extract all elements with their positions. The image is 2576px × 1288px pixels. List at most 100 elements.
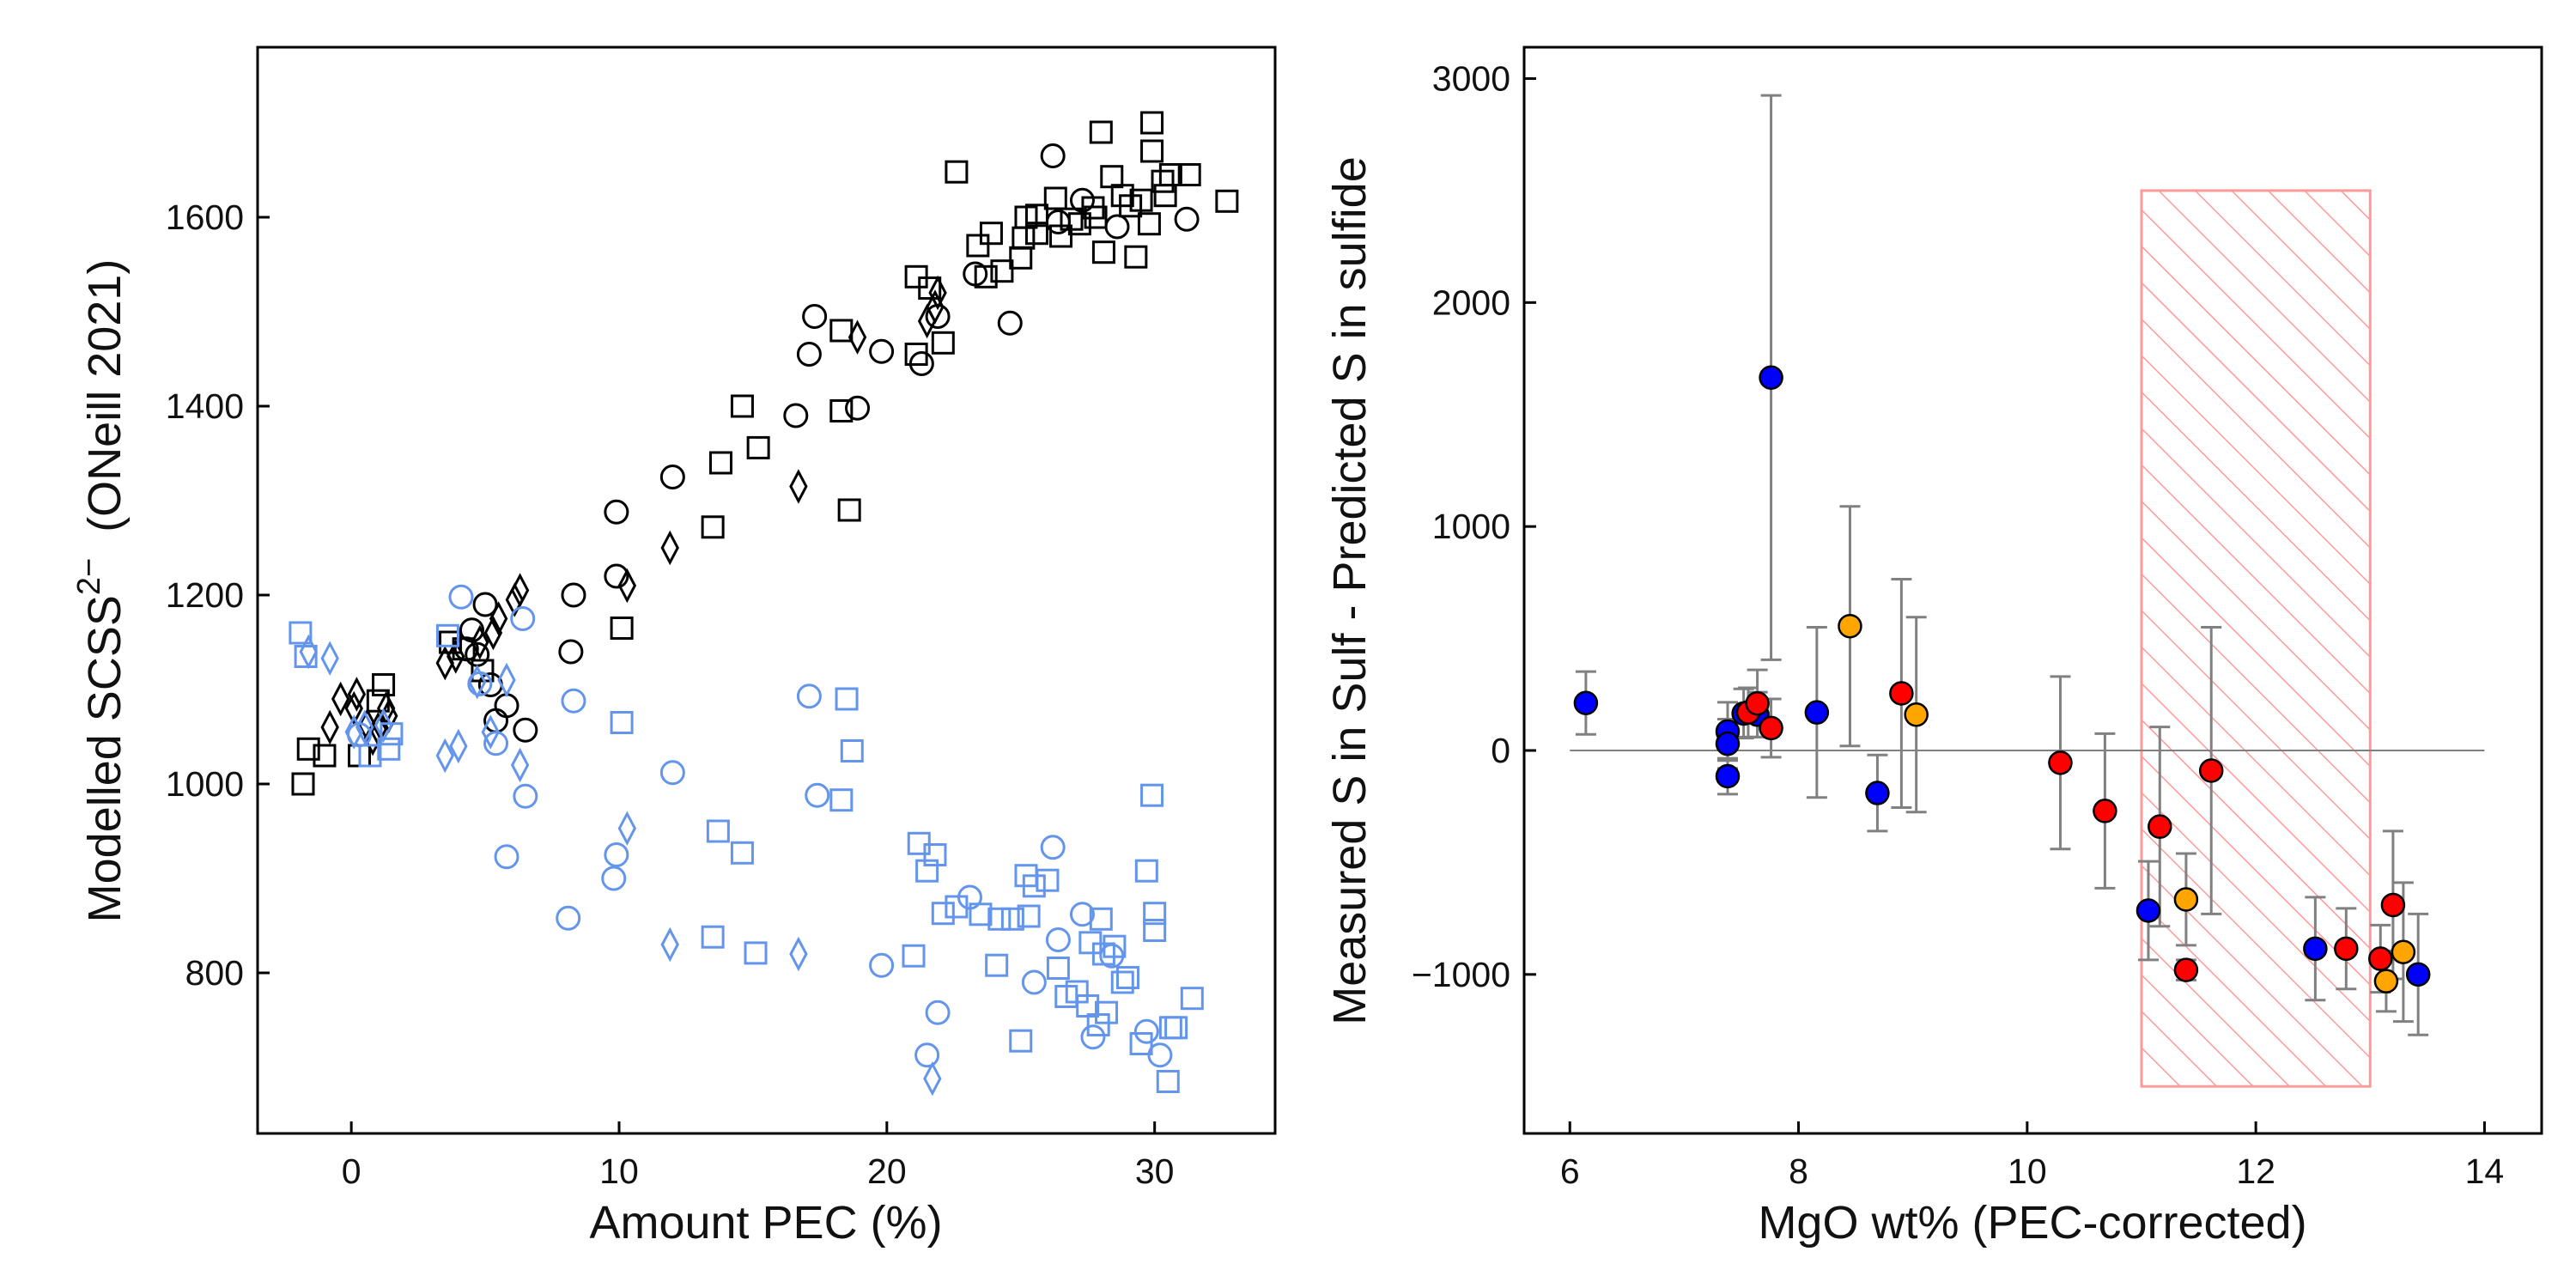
data-point-square-black	[979, 222, 1003, 246]
left-x-tick-label: 20	[867, 1151, 907, 1191]
data-point-square-black	[1089, 120, 1113, 144]
data-point-square-black	[471, 659, 495, 683]
data-point-circle-black	[908, 351, 934, 376]
data-point-square-black	[1177, 163, 1201, 186]
right-x-tick-label: 10	[2008, 1151, 2047, 1191]
left-y-axis-label: Modelled SCSS2− (ONeill 2021)	[71, 259, 131, 923]
data-point-blue	[1573, 690, 1599, 715]
data-point-circle-black	[997, 310, 1023, 336]
data-point-square-black	[931, 331, 955, 355]
data-point-orange	[1904, 702, 1929, 727]
data-point-square-black	[1129, 188, 1153, 212]
data-point-circle-black	[1045, 210, 1071, 234]
data-point-square-black	[1137, 212, 1161, 236]
data-point-square-black	[291, 772, 315, 796]
data-point-diamond-light-blue	[617, 811, 637, 846]
data-point-square-light-blue	[1089, 907, 1113, 931]
data-point-red	[2148, 814, 2172, 839]
data-point-circle-black	[783, 403, 809, 428]
data-point-diamond-black	[347, 677, 367, 712]
data-point-square-black	[1024, 204, 1048, 228]
data-point-circle-black	[513, 717, 538, 743]
data-point-orange	[2373, 969, 2399, 993]
data-point-square-light-blue	[1115, 966, 1139, 989]
data-point-square-light-blue	[1046, 957, 1070, 980]
data-point-circle-black	[1104, 214, 1130, 240]
data-point-diamond-black	[660, 530, 679, 566]
left-x-axis-label: Amount PEC (%)	[589, 1197, 942, 1249]
data-point-circle-light-blue	[659, 760, 685, 786]
data-point-square-light-blue	[840, 739, 864, 762]
data-point-square-light-blue	[829, 788, 854, 812]
data-point-diamond-light-blue	[320, 641, 339, 676]
data-point-square-light-blue	[923, 843, 947, 866]
data-point-circle-black	[869, 338, 895, 364]
left-y-tick-label: 1600	[166, 197, 244, 237]
data-point-circle-light-blue	[513, 783, 538, 809]
data-point-square-light-blue	[1143, 919, 1167, 942]
data-point-square-light-blue	[835, 687, 859, 711]
data-point-diamond-black	[928, 275, 947, 311]
left-chart-marks	[289, 111, 1239, 1097]
data-point-circle-black	[604, 563, 629, 589]
data-point-red	[1889, 681, 1914, 706]
data-point-diamond-black	[505, 582, 525, 617]
data-point-square-black	[296, 737, 320, 761]
right-x-tick-label: 14	[2465, 1151, 2505, 1191]
data-point-diamond-light-blue	[468, 664, 487, 700]
left-x-tick-label: 10	[599, 1151, 639, 1191]
data-point-square-black	[1215, 189, 1239, 213]
right-x-tick-label: 12	[2236, 1151, 2275, 1191]
data-point-square-black	[829, 399, 854, 422]
data-point-circle-light-blue	[869, 952, 895, 978]
data-point-circle-light-blue	[604, 842, 629, 867]
data-point-circle-light-blue	[556, 905, 581, 931]
data-point-square-light-blue	[1143, 902, 1167, 926]
data-point-red	[1745, 690, 1770, 716]
right-x-tick-label: 8	[1789, 1151, 1808, 1191]
data-point-square-light-blue	[435, 623, 459, 647]
left-y-axis-label-suffix: (ONeill 2021)	[79, 259, 131, 532]
data-point-square-black	[837, 498, 861, 522]
data-point-diamond-black	[510, 573, 530, 608]
data-point-square-light-blue	[610, 711, 634, 734]
data-point-circle-black	[802, 304, 828, 329]
data-point-circle-black	[1174, 206, 1200, 232]
data-point-diamond-black	[471, 624, 489, 660]
data-point-blue	[1715, 763, 1741, 789]
data-point-circle-black	[558, 639, 584, 665]
data-point-diamond-black	[483, 615, 503, 651]
data-point-square-black	[730, 394, 754, 418]
data-point-blue	[2136, 898, 2161, 923]
data-point-square-light-blue	[1000, 907, 1024, 931]
data-point-square-black	[1024, 222, 1048, 246]
data-point-square-black	[829, 319, 854, 343]
data-point-circle-black	[963, 261, 988, 287]
data-point-red	[2334, 936, 2359, 962]
right-chart-axes: 6 8 10 12 14 −1000 0 1000 2000 3000	[1412, 59, 2504, 1191]
data-point-square-black	[1124, 245, 1148, 269]
right-x-axis-label: MgO wt% (PEC-corrected)	[1758, 1197, 2306, 1249]
data-point-square-light-blue	[969, 902, 993, 927]
data-point-square-light-blue	[915, 859, 939, 883]
left-y-tick-label: 800	[185, 953, 244, 993]
left-y-tick-label: 1000	[166, 764, 244, 804]
data-point-circle-black	[1040, 143, 1066, 168]
data-point-blue	[1715, 731, 1741, 756]
data-point-diamond-light-blue	[355, 709, 374, 745]
data-point-square-light-blue	[1022, 874, 1046, 898]
left-chart-axes: 0 10 20 30 800 1000 1200 1400 1600	[166, 197, 1175, 1191]
data-point-diamond-light-blue	[510, 747, 530, 783]
hatched-region	[2140, 189, 2372, 1088]
data-point-square-light-blue	[730, 841, 754, 865]
data-point-square-light-blue	[706, 819, 730, 843]
data-point-square-light-blue	[289, 621, 313, 645]
right-chart: 6 8 10 12 14 −1000 0 1000 2000 3000 MgO wt% (PEC-…	[1324, 46, 2543, 1249]
data-point-blue	[1759, 365, 1783, 390]
data-point-red	[2048, 750, 2073, 775]
data-point-circle-black	[796, 342, 822, 367]
data-point-circle-black	[604, 499, 629, 525]
data-point-circle-light-blue	[561, 688, 586, 714]
data-point-circle-black	[472, 592, 498, 617]
